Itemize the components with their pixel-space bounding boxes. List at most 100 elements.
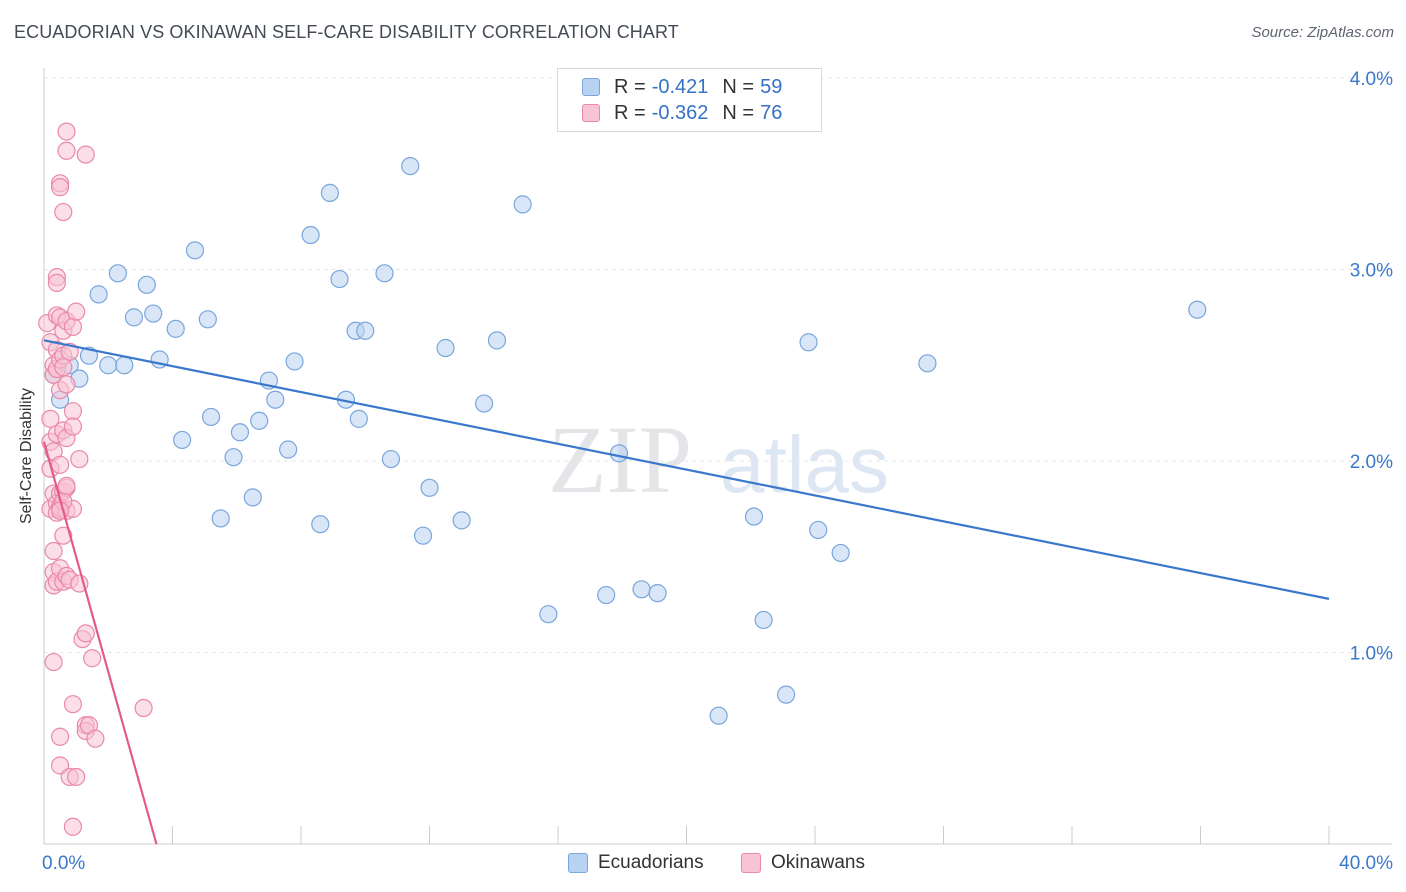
legend-r-value-ecuadorians: -0.421 (651, 75, 709, 98)
point-ecuadorians (266, 390, 285, 409)
grid (44, 77, 1392, 653)
point-ecuadorians (413, 526, 433, 545)
point-okinawans (63, 317, 83, 337)
legend-n-value-ecuadorians: 59 (760, 75, 783, 98)
point-ecuadorians (99, 356, 118, 375)
legend-n-label: N = (722, 101, 755, 124)
point-okinawans (67, 767, 86, 787)
point-ecuadorians (115, 356, 134, 375)
point-ecuadorians (166, 319, 185, 338)
y-tick-label: 2.0% (1350, 452, 1393, 473)
point-okinawans (70, 449, 89, 469)
chart-source: Source: ZipAtlas.com (1251, 24, 1394, 41)
point-okinawans (57, 476, 76, 495)
watermark: ZIP atlas (548, 406, 889, 513)
point-ecuadorians (1188, 300, 1207, 319)
point-ecuadorians (243, 488, 262, 507)
y-tick-label: 3.0% (1350, 261, 1393, 282)
series-label-okinawans: Okinawans (771, 852, 865, 873)
chart-title: ECUADORIAN VS OKINAWAN SELF-CARE DISABIL… (14, 22, 679, 42)
point-ecuadorians (124, 308, 144, 327)
point-okinawans (50, 727, 70, 746)
trendline-ecuadorians (43, 339, 1330, 600)
point-ecuadorians (311, 515, 330, 534)
point-okinawans (50, 178, 70, 197)
point-ecuadorians (137, 275, 156, 294)
legend-r-value-okinawans: -0.362 (651, 101, 709, 124)
point-okinawans (83, 649, 102, 668)
point-okinawans (47, 273, 66, 293)
series-label-ecuadorians: Ecuadorians (598, 852, 704, 873)
point-ecuadorians (436, 338, 455, 358)
legend-r-label: R = (614, 101, 646, 124)
y-tick-label: 1.0% (1350, 644, 1393, 665)
x-tick-label-min: 0.0% (42, 853, 85, 874)
point-okinawans (54, 358, 73, 377)
legend-r-label: R = (614, 75, 646, 98)
point-okinawans (50, 455, 70, 474)
axes (43, 68, 1392, 845)
point-ecuadorians (776, 685, 796, 704)
point-ecuadorians (918, 354, 937, 373)
point-ecuadorians (597, 585, 616, 605)
point-okinawans (67, 302, 86, 321)
legend-row-ecuadorians: R = -0.421 N = 59 (582, 74, 796, 100)
point-okinawans (54, 526, 73, 545)
point-okinawans (57, 141, 76, 160)
series-legend-ecuadorians[interactable]: Ecuadorians (568, 852, 704, 874)
point-ecuadorians (401, 156, 420, 176)
y-axis-label: Self-Care Disability (18, 388, 35, 524)
series-legend-okinawans[interactable]: Okinawans (741, 852, 865, 874)
point-ecuadorians (475, 394, 494, 413)
point-okinawans (63, 695, 83, 714)
point-okinawans (54, 202, 73, 222)
point-okinawans (86, 729, 105, 748)
point-okinawans (63, 817, 83, 836)
point-okinawans (63, 402, 83, 421)
point-ecuadorians (799, 333, 818, 352)
point-ecuadorians (356, 321, 375, 340)
point-ecuadorians (648, 584, 667, 603)
point-ecuadorians (224, 448, 243, 467)
trendline-okinawans (42, 441, 158, 845)
point-ecuadorians (89, 285, 108, 304)
point-ecuadorians (144, 304, 163, 323)
point-ecuadorians (831, 543, 850, 563)
point-ecuadorians (349, 409, 368, 428)
point-ecuadorians (320, 183, 340, 202)
point-ecuadorians (381, 449, 401, 469)
series-swatch-ecuadorians (568, 853, 588, 873)
point-ecuadorians (201, 407, 221, 427)
point-ecuadorians (279, 440, 298, 459)
point-okinawans (70, 574, 89, 593)
trend-lines (42, 339, 1330, 845)
point-okinawans (44, 541, 63, 561)
point-ecuadorians (198, 310, 217, 329)
point-ecuadorians (513, 195, 532, 214)
point-ecuadorians (744, 507, 764, 526)
point-ecuadorians (301, 225, 320, 245)
legend-swatch-okinawans (582, 104, 600, 122)
point-ecuadorians (420, 478, 439, 497)
point-ecuadorians (250, 411, 269, 430)
stats-legend: R = -0.421 N = 59 R = -0.362 N = 76 (557, 68, 822, 132)
point-ecuadorians (285, 352, 304, 371)
point-ecuadorians (539, 605, 558, 624)
point-okinawans (60, 342, 79, 361)
point-okinawans (76, 624, 95, 643)
x-ticks (172, 826, 1330, 844)
series-swatch-okinawans (741, 853, 761, 873)
point-ecuadorians (173, 430, 192, 450)
point-okinawans (41, 409, 60, 428)
point-okinawans (44, 652, 63, 672)
point-ecuadorians (609, 444, 629, 463)
point-ecuadorians (230, 423, 250, 442)
point-ecuadorians (211, 509, 230, 528)
y-tick-labels: 1.0% 2.0% 3.0% 4.0% (1350, 69, 1393, 665)
watermark-atlas: atlas (720, 420, 889, 509)
x-tick-label-max: 40.0% (1339, 853, 1393, 874)
point-okinawans (76, 145, 95, 164)
point-ecuadorians (452, 511, 471, 530)
point-ecuadorians (709, 706, 728, 725)
y-tick-label: 4.0% (1350, 69, 1393, 90)
